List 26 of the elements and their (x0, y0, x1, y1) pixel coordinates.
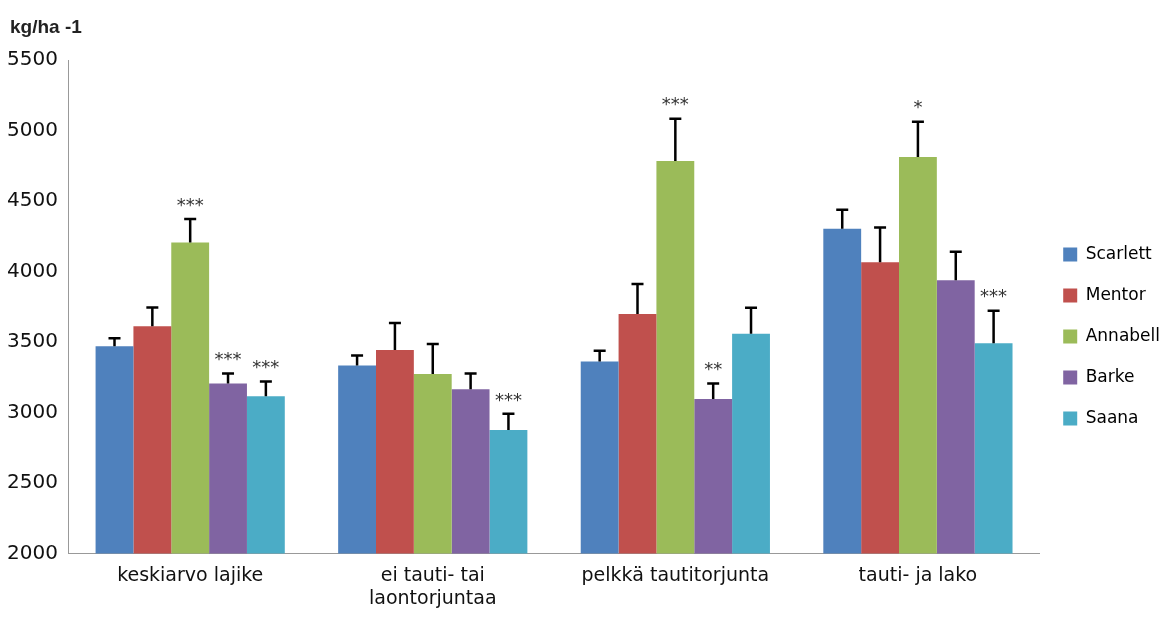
y-tick-label: 3500 (6, 328, 58, 353)
y-tick-label: 4500 (6, 187, 58, 212)
legend-label: Barke (1085, 365, 1135, 386)
y-tick-label: 2000 (6, 539, 58, 564)
x-tick-label: keskiarvo lajike (117, 562, 264, 585)
x-tick-label: pelkkä tautitorjunta (581, 562, 770, 585)
annotation: *** (214, 348, 242, 370)
legend-label: Saana (1085, 406, 1139, 427)
annotation: *** (252, 356, 280, 378)
annotation: ** (704, 358, 723, 380)
legend-label: Mentor (1085, 283, 1146, 304)
y-tick-label: 5000 (6, 116, 58, 141)
y-tick-label: 2500 (6, 469, 58, 494)
y-tick-label: 5500 (6, 46, 58, 71)
annotation: * (913, 96, 923, 118)
y-axis-title: kg/ha -1 (10, 16, 82, 38)
annotation: *** (980, 285, 1008, 307)
x-tick-label: ei tauti- tai laontorjuntaa (368, 562, 497, 608)
legend-label: Annabell (1085, 324, 1160, 345)
y-tick-label: 4000 (6, 257, 58, 282)
x-tick-label: tauti- ja lako (858, 562, 978, 585)
legend-label: Scarlett (1085, 242, 1153, 263)
annotation: *** (176, 193, 204, 215)
annotation: *** (661, 93, 689, 115)
annotation: *** (494, 388, 522, 410)
y-tick-label: 3000 (6, 398, 58, 423)
